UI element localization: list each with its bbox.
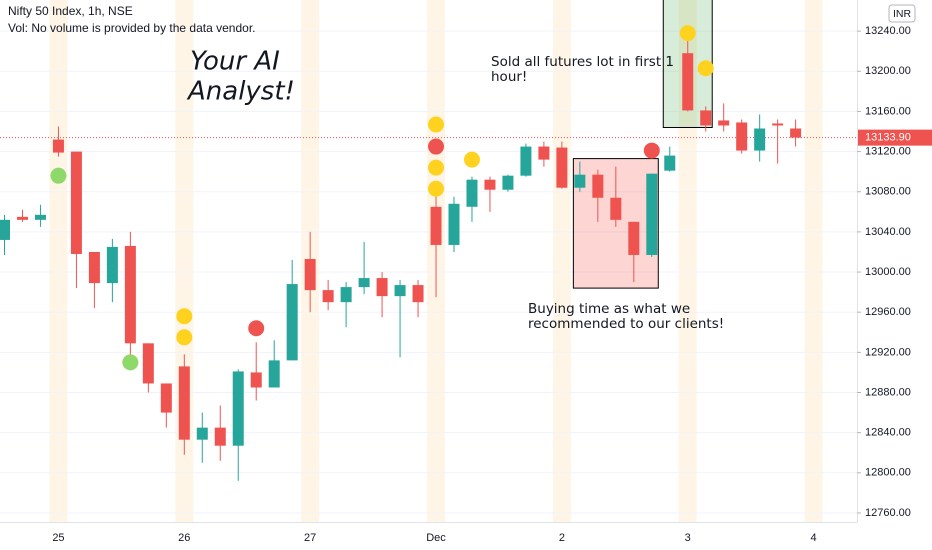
candle-body (34, 214, 46, 220)
last-price-tag (858, 129, 932, 146)
signal-marker (643, 142, 660, 159)
candle-body (772, 123, 784, 126)
candle-body (700, 110, 712, 126)
session-band (49, 0, 68, 522)
last-price-label: 13133.90 (865, 132, 911, 144)
candle-body (628, 221, 640, 255)
candle-body (736, 122, 748, 151)
candle-body (232, 371, 244, 446)
candle-body (178, 366, 190, 440)
candle-body (556, 147, 568, 188)
signal-marker (176, 308, 193, 325)
signal-marker (697, 60, 714, 77)
signal-marker (50, 167, 67, 184)
candle-body (286, 284, 298, 361)
x-tick-label: 2 (559, 532, 565, 544)
x-tick-label: 26 (178, 532, 190, 544)
candle-body (214, 427, 226, 446)
candle-body (322, 290, 334, 303)
candle-body (502, 175, 514, 190)
candle-body (664, 155, 676, 171)
chart-subtitle: Vol: No volume is provided by the data v… (8, 21, 255, 35)
annotation-line: hour! (491, 69, 527, 85)
x-tick-label: Dec (426, 532, 446, 544)
candle-body (340, 287, 352, 303)
x-tick-label: 25 (52, 532, 64, 544)
y-tick-label: 12960.00 (865, 306, 911, 318)
candle-body (466, 179, 478, 207)
y-tick-label: 13200.00 (865, 65, 911, 77)
candle-body (718, 120, 730, 126)
y-tick-label: 13240.00 (865, 25, 911, 37)
y-tick-label: 13000.00 (865, 266, 911, 278)
candle-body (160, 383, 172, 413)
currency-button[interactable] (888, 4, 916, 23)
x-tick-label: 27 (304, 532, 316, 544)
candle-body (430, 206, 442, 245)
candle-body (0, 219, 10, 240)
candle-body (268, 360, 280, 388)
candle-body (106, 246, 118, 284)
candle-body (790, 128, 802, 138)
candle-body (754, 128, 766, 151)
candle-body (250, 372, 262, 388)
signal-marker (248, 320, 265, 337)
y-tick-label: 12800.00 (865, 467, 911, 479)
candle-body (412, 285, 424, 303)
y-tick-label: 12840.00 (865, 427, 911, 439)
candle-body (196, 427, 208, 440)
candle-body (70, 151, 82, 254)
y-tick-label: 12920.00 (865, 346, 911, 358)
candle-body (16, 216, 28, 220)
candle-body (574, 174, 586, 188)
y-tick-label: 12760.00 (865, 507, 911, 519)
candle-body (682, 53, 694, 111)
candle-body (394, 285, 406, 297)
session-band (804, 0, 823, 522)
candle-body (52, 139, 64, 153)
candle-body (592, 174, 604, 198)
currency-label[interactable]: INR (893, 8, 912, 20)
candle-body (376, 278, 388, 297)
x-tick-label: 3 (685, 532, 691, 544)
signal-marker (176, 329, 193, 346)
signal-marker (122, 354, 139, 371)
chart-title: Nifty 50 Index, 1h, NSE (8, 4, 133, 18)
annotation-line: recommended to our clients! (528, 316, 724, 332)
headline-line: Analyst! (186, 77, 295, 107)
session-band (552, 0, 571, 522)
signal-marker (428, 138, 445, 155)
candle-body (520, 146, 532, 176)
y-tick-label: 13080.00 (865, 186, 911, 198)
signal-marker (428, 180, 445, 197)
candle-body (304, 258, 316, 291)
y-tick-label: 13160.00 (865, 105, 911, 117)
session-band (678, 0, 697, 522)
signal-marker (428, 116, 445, 133)
annotation-line: Buying time as what we (528, 301, 690, 317)
candle-body (358, 278, 370, 288)
annotation-line: Sold all futures lot in first 1 (491, 54, 674, 70)
y-tick-label: 12880.00 (865, 386, 911, 398)
candle-body (646, 173, 658, 255)
candle-body (124, 245, 136, 344)
signal-marker (463, 151, 480, 168)
candle-body (88, 251, 100, 284)
candle-body (538, 146, 550, 160)
y-tick-label: 13040.00 (865, 226, 911, 238)
headline-line: Your AI (190, 47, 280, 77)
signal-marker (428, 159, 445, 176)
candle-body (448, 203, 460, 245)
y-tick-label: 13120.00 (865, 145, 911, 157)
candle-body (610, 197, 622, 220)
signal-marker (679, 25, 696, 42)
candle-body (484, 179, 496, 190)
x-tick-label: 4 (811, 532, 817, 544)
candle-body (142, 343, 154, 384)
